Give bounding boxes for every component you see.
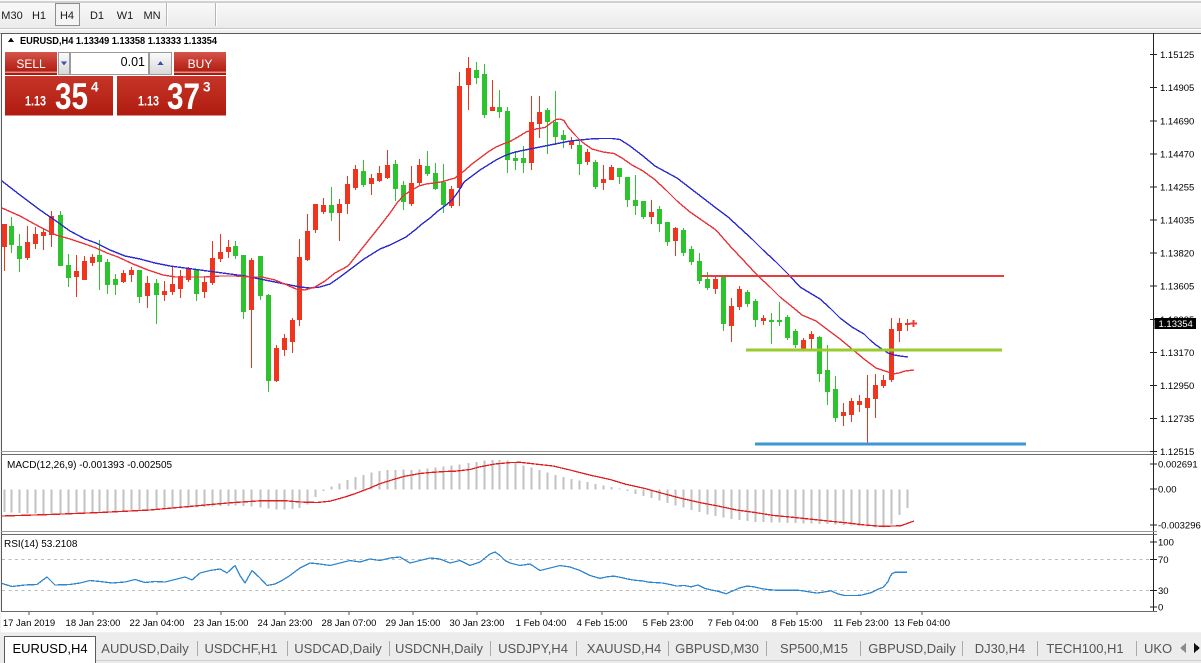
svg-text:0: 0 xyxy=(1158,602,1163,613)
svg-text:USDCNH,Daily: USDCNH,Daily xyxy=(395,641,484,656)
svg-text:1.14690: 1.14690 xyxy=(1160,116,1194,127)
svg-text:DJ30,H4: DJ30,H4 xyxy=(975,641,1026,656)
svg-text:BUY: BUY xyxy=(188,57,213,71)
svg-text:M30: M30 xyxy=(1,10,22,22)
svg-text:USDCHF,H1: USDCHF,H1 xyxy=(205,641,278,656)
svg-text:USDJPY,H4: USDJPY,H4 xyxy=(498,641,568,656)
svg-text:1.12515: 1.12515 xyxy=(1160,447,1194,458)
svg-text:1.12950: 1.12950 xyxy=(1160,381,1194,392)
svg-text:H4: H4 xyxy=(60,10,74,22)
svg-text:0.01: 0.01 xyxy=(121,55,145,69)
svg-text:GBPUSD,M30: GBPUSD,M30 xyxy=(675,641,759,656)
svg-text:1.13: 1.13 xyxy=(138,94,159,109)
svg-text:23 Jan 15:00: 23 Jan 15:00 xyxy=(194,618,249,629)
svg-text:RSI(14) 53.2108: RSI(14) 53.2108 xyxy=(4,539,78,550)
svg-text:0.00: 0.00 xyxy=(1158,484,1177,495)
svg-text:SP500,M15: SP500,M15 xyxy=(780,641,848,656)
svg-text:1.15125: 1.15125 xyxy=(1160,50,1194,61)
svg-text:1.13605: 1.13605 xyxy=(1160,282,1194,293)
svg-text:USDCAD,Daily: USDCAD,Daily xyxy=(294,641,382,656)
svg-text:MN: MN xyxy=(143,10,160,22)
svg-text:22 Jan 04:00: 22 Jan 04:00 xyxy=(130,618,185,629)
svg-text:W1: W1 xyxy=(117,10,134,22)
svg-text:1.14035: 1.14035 xyxy=(1160,216,1194,227)
svg-text:GBPUSD,Daily: GBPUSD,Daily xyxy=(868,641,956,656)
svg-text:1.14255: 1.14255 xyxy=(1160,182,1194,193)
svg-text:EURUSD,H4: EURUSD,H4 xyxy=(12,641,87,656)
svg-text:35: 35 xyxy=(55,76,88,117)
svg-text:AUDUSD,Daily: AUDUSD,Daily xyxy=(101,641,189,656)
svg-text:1.14905: 1.14905 xyxy=(1160,83,1194,94)
svg-text:1.12735: 1.12735 xyxy=(1160,414,1194,425)
svg-text:EURUSD,H4 1.13349 1.13358 1.1: EURUSD,H4 1.13349 1.13358 1.13333 1.1335… xyxy=(20,36,217,47)
svg-text:18 Jan 23:00: 18 Jan 23:00 xyxy=(66,618,121,629)
svg-text:TECH100,H1: TECH100,H1 xyxy=(1046,641,1123,656)
svg-text:H1: H1 xyxy=(32,10,46,22)
svg-text:D1: D1 xyxy=(90,10,104,22)
svg-text:5 Feb 23:00: 5 Feb 23:00 xyxy=(643,618,694,629)
svg-text:17 Jan 2019: 17 Jan 2019 xyxy=(3,618,55,629)
svg-text:1.13170: 1.13170 xyxy=(1160,348,1194,359)
svg-text:29 Jan 15:00: 29 Jan 15:00 xyxy=(386,618,441,629)
svg-text:1.13354: 1.13354 xyxy=(1159,319,1193,330)
svg-text:XAUUSD,H4: XAUUSD,H4 xyxy=(587,641,661,656)
svg-text:24 Jan 23:00: 24 Jan 23:00 xyxy=(258,618,313,629)
svg-text:1.13: 1.13 xyxy=(25,94,46,109)
svg-text:3: 3 xyxy=(203,80,211,95)
svg-text:28 Jan 07:00: 28 Jan 07:00 xyxy=(322,618,377,629)
svg-text:13 Feb 04:00: 13 Feb 04:00 xyxy=(894,618,950,629)
svg-text:8 Feb 15:00: 8 Feb 15:00 xyxy=(772,618,823,629)
svg-text:MACD(12,26,9) -0.001393 -0.002: MACD(12,26,9) -0.001393 -0.002505 xyxy=(7,460,173,471)
svg-text:1.13820: 1.13820 xyxy=(1160,249,1194,260)
svg-text:0.002691: 0.002691 xyxy=(1158,460,1198,471)
svg-text:100: 100 xyxy=(1158,538,1174,549)
svg-text:11 Feb 23:00: 11 Feb 23:00 xyxy=(833,618,888,629)
svg-text:4 Feb 15:00: 4 Feb 15:00 xyxy=(577,618,628,629)
svg-text:30 Jan 23:00: 30 Jan 23:00 xyxy=(450,618,505,629)
svg-text:4: 4 xyxy=(91,80,99,95)
svg-text:30: 30 xyxy=(1158,586,1169,597)
svg-text:1.14470: 1.14470 xyxy=(1160,149,1194,160)
svg-text:-0.003296: -0.003296 xyxy=(1158,521,1201,532)
svg-text:37: 37 xyxy=(167,76,200,117)
svg-text:1 Feb 04:00: 1 Feb 04:00 xyxy=(516,618,567,629)
svg-text:70: 70 xyxy=(1158,555,1169,566)
svg-text:SELL: SELL xyxy=(16,57,46,71)
svg-text:UKO: UKO xyxy=(1144,641,1172,656)
svg-text:7 Feb 04:00: 7 Feb 04:00 xyxy=(708,618,759,629)
